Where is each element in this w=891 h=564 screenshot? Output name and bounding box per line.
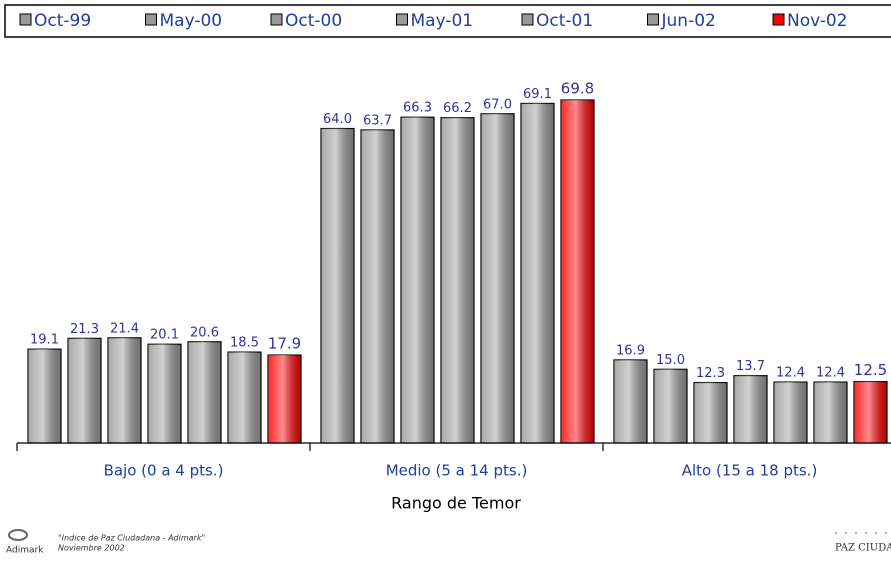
bar-shine	[148, 344, 181, 443]
bar-shine	[814, 382, 847, 443]
legend-label: Oct-00	[285, 11, 342, 31]
logo-right: PAZ CIUDADANA	[835, 543, 891, 554]
logo-left: Adimark	[6, 529, 44, 556]
value-label: 17.9	[268, 335, 301, 353]
legend-swatch	[647, 13, 659, 26]
bar-shine	[734, 375, 767, 443]
bar-shine	[481, 113, 514, 444]
value-label: 20.6	[190, 325, 219, 340]
x-tick-label: Medio (5 a 14 pts.)	[386, 462, 528, 480]
legend-label: Nov-02	[787, 11, 848, 31]
value-label: 63.7	[363, 113, 392, 128]
bar-shine	[68, 338, 101, 443]
legend-swatch	[396, 13, 408, 26]
x-axis-label: Rango de Temor	[391, 494, 521, 513]
value-label: 20.1	[150, 328, 179, 343]
legend-swatch	[19, 13, 32, 26]
legend-swatch	[270, 13, 283, 26]
legend-swatch	[521, 13, 534, 26]
legend-label: Oct-01	[536, 11, 593, 31]
legend-swatch	[772, 13, 785, 26]
value-label: 18.5	[230, 336, 259, 351]
legend-label: May-01	[411, 11, 474, 31]
value-label: 19.1	[30, 333, 59, 348]
legend-label: May-00	[160, 11, 223, 31]
bar-shine	[108, 337, 141, 443]
bar-shine	[28, 349, 61, 443]
value-label: 67.0	[483, 97, 512, 112]
legend-label: Oct-99	[34, 11, 91, 31]
source-note: "Indice de Paz Ciudadana - Adimark"	[58, 534, 205, 543]
value-label: 69.8	[561, 80, 594, 98]
value-label: 21.3	[70, 322, 99, 337]
bar-shine	[561, 100, 594, 443]
logo-mark	[8, 529, 28, 541]
value-label: 16.9	[616, 343, 645, 358]
value-label: 21.4	[110, 321, 139, 336]
x-tick-label: Alto (15 a 18 pts.)	[682, 462, 818, 480]
value-label: 66.3	[403, 101, 432, 116]
value-label: 69.1	[523, 87, 552, 102]
bar-shine	[401, 117, 434, 443]
value-label: 15.0	[656, 353, 685, 368]
bar-shine	[654, 369, 687, 443]
bar-shine	[188, 341, 221, 443]
x-tick-label: Bajo (0 a 4 pts.)	[104, 462, 224, 480]
legend-label: Jun-02	[661, 11, 716, 31]
logo-text: Adimark	[6, 546, 44, 556]
bar-shine	[694, 382, 727, 443]
value-label: 12.5	[854, 361, 887, 379]
value-label: 13.7	[736, 359, 765, 374]
bar-shine	[321, 128, 354, 443]
bar-shine	[268, 355, 301, 443]
value-label: 64.0	[323, 112, 352, 127]
value-label: 12.3	[696, 366, 725, 381]
legend-swatch	[145, 13, 157, 26]
bar-shine	[774, 382, 807, 443]
value-label: 66.2	[443, 101, 472, 116]
date-note: Noviembre 2002	[58, 544, 125, 553]
bar-shine	[361, 129, 394, 443]
value-label: 12.4	[816, 366, 845, 381]
value-label: 12.4	[776, 366, 805, 381]
bar-shine	[614, 359, 647, 443]
bar-shine	[441, 117, 474, 443]
bar-shine	[521, 103, 554, 444]
bar-shine	[854, 381, 887, 443]
bar-shine	[228, 352, 261, 443]
